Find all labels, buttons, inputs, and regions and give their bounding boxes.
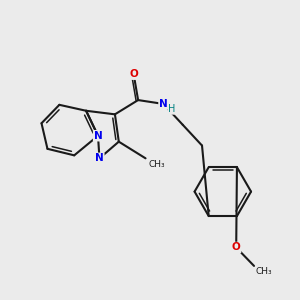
Text: CH₃: CH₃	[256, 267, 272, 276]
Text: N: N	[94, 131, 102, 141]
Text: N: N	[159, 99, 168, 109]
Text: O: O	[232, 242, 241, 253]
Text: H: H	[168, 104, 176, 114]
Text: N: N	[95, 153, 104, 163]
Text: CH₃: CH₃	[148, 160, 165, 169]
Text: O: O	[129, 69, 138, 79]
